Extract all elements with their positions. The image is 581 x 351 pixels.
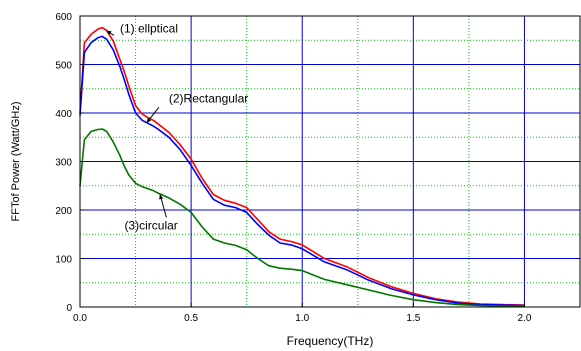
series-line-1 xyxy=(79,26,525,306)
y-tick-label: 600 xyxy=(55,12,72,23)
annotations: (1) ellptical (2)Rectangular (3)circular xyxy=(106,21,248,232)
x-tick-label: 1.5 xyxy=(406,313,420,324)
y-tick-label: 100 xyxy=(55,255,72,266)
annotation-arrowhead-2 xyxy=(146,117,152,123)
x-tick-label: 0.0 xyxy=(73,313,87,324)
y-axis-label: FFTof Power (Watt/GHz) xyxy=(10,102,22,222)
series-layer xyxy=(79,26,525,307)
series-line-3 xyxy=(79,128,525,307)
y-tick-label: 0 xyxy=(66,303,72,314)
y-tick-label: 400 xyxy=(55,109,72,120)
annotation-label-1: (1) ellptical xyxy=(120,21,178,35)
axis-ticks: 0.0 0.5 1.0 1.5 2.0 0 100 200 300 400 500 600 xyxy=(55,12,532,324)
series-line-2 xyxy=(79,35,525,307)
y-tick-label: 300 xyxy=(55,158,72,169)
annotation-label-2: (2)Rectangular xyxy=(169,91,248,105)
annotation-arrowhead-3 xyxy=(159,194,164,200)
x-tick-label: 2.0 xyxy=(517,313,531,324)
x-axis-label: Frequency(THz) xyxy=(287,334,374,348)
y-tick-label: 500 xyxy=(55,61,72,72)
grid xyxy=(80,16,580,307)
annotation-label-3: (3)circular xyxy=(124,218,177,232)
x-tick-label: 0.5 xyxy=(184,313,198,324)
x-tick-label: 1.0 xyxy=(295,313,309,324)
annotation-arrowhead-1 xyxy=(106,30,112,35)
y-tick-label: 200 xyxy=(55,206,72,217)
